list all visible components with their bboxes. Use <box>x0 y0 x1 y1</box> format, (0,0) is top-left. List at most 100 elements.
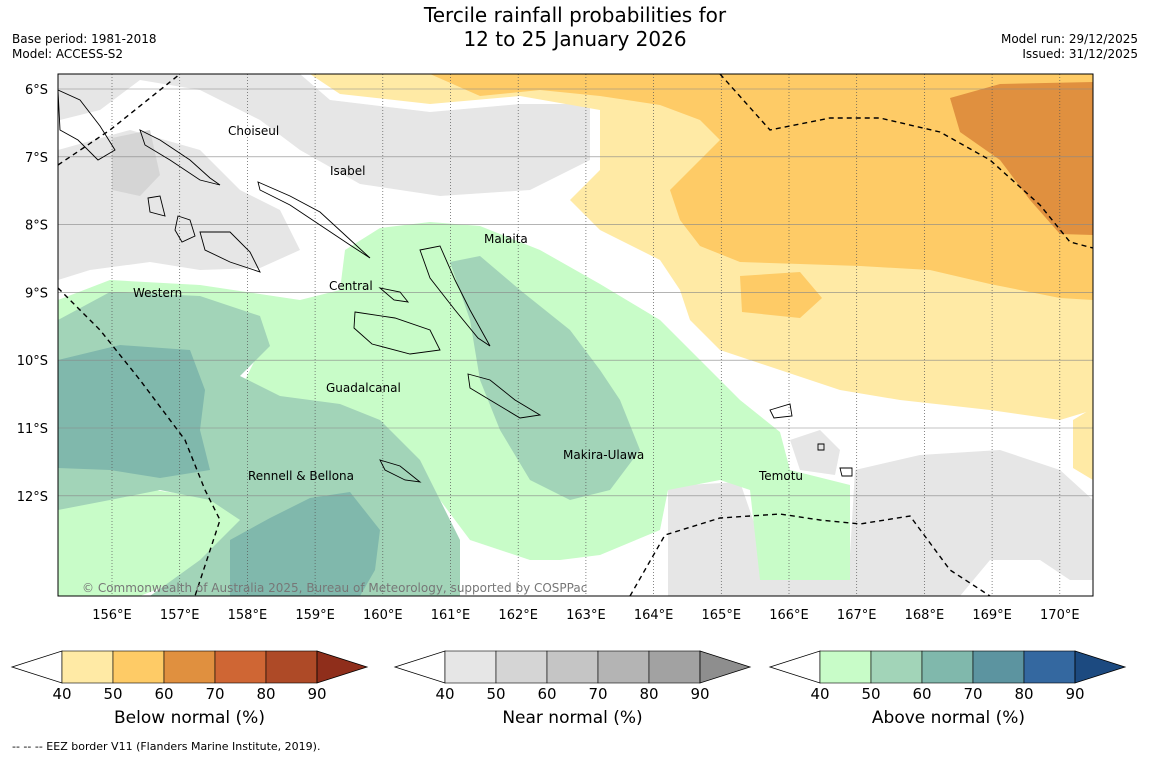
colorbar-low-extension <box>10 650 63 684</box>
below-normal-region-east-edge <box>1073 408 1093 480</box>
choiseul-island <box>139 129 221 186</box>
colorbars: 40 50 60 70 80 90 40 50 60 70 80 90 40 50 60 70 80 90 <box>10 650 1127 703</box>
longitude-tick-label: 168°E <box>905 608 945 623</box>
near-normal-region-northwest <box>58 74 590 196</box>
eez-border-west <box>58 287 221 596</box>
colorbar-high-extension <box>316 650 369 684</box>
near-normal-region-temotu <box>790 430 840 475</box>
below-normal-region-50 <box>430 74 1093 300</box>
colorbar-segment <box>61 650 114 684</box>
run-info: Model run: 29/12/2025 Issued: 31/12/2025 <box>1001 32 1138 62</box>
label-makira-ulawa: Makira-Ulawa <box>563 448 644 462</box>
longitude-tick-label: 160°E <box>363 608 403 623</box>
colorbar-segment <box>214 650 267 684</box>
probability-shading <box>58 74 1093 596</box>
longitude-tick-label: 157°E <box>160 608 200 623</box>
colorbar-segment <box>1023 650 1076 684</box>
title-line-1: Tercile rainfall probabilities for <box>423 3 727 27</box>
longitude-tick-label: 158°E <box>228 608 268 623</box>
santa-cruz-islands <box>769 403 853 477</box>
eez-border-northeast <box>719 74 1093 249</box>
map-title: Tercile rainfall probabilities for 12 to… <box>0 3 1150 51</box>
eez-borders <box>58 74 1093 596</box>
colorbar-near: 40 50 60 70 80 90 <box>393 650 752 703</box>
eez-border-north <box>58 74 181 166</box>
colorbar-tick-label: 50 <box>486 685 505 703</box>
colorbar-above: 40 50 60 70 80 90 <box>768 650 1127 703</box>
colorbar-segment <box>972 650 1025 684</box>
colorbar-tick-label: 50 <box>103 685 122 703</box>
above-normal-region-50-east <box>450 256 640 500</box>
colorbar-tick-label: 50 <box>861 685 880 703</box>
colorbar-segment <box>112 650 165 684</box>
colorbar-segment <box>444 650 497 684</box>
colorbar-tick-label: 40 <box>52 685 71 703</box>
latitude-tick-label: 12°S <box>17 490 48 505</box>
colorbar-segment <box>648 650 701 684</box>
longitude-labels: 156°E 157°E 158°E 159°E 160°E 161°E 162°E 163°E… <box>92 608 1079 623</box>
colorbar-tick-label: 90 <box>307 685 326 703</box>
longitude-tick-label: 161°E <box>431 608 471 623</box>
label-choiseul: Choiseul <box>228 124 279 138</box>
colorbar-low-extension <box>393 650 446 684</box>
longitude-tick-label: 164°E <box>634 608 674 623</box>
colorbar-segment <box>870 650 923 684</box>
issued-date: Issued: 31/12/2025 <box>1022 47 1138 61</box>
latitude-tick-label: 6°S <box>25 83 48 98</box>
colorbar-segment <box>495 650 548 684</box>
colorbar-tick-label: 80 <box>256 685 275 703</box>
latitude-labels: 6°S 7°S 8°S 9°S 10°S 11°S 12°S <box>17 83 48 505</box>
colorbar-tick-label: 70 <box>963 685 982 703</box>
longitude-tick-label: 162°E <box>498 608 538 623</box>
longitude-tick-label: 156°E <box>92 608 132 623</box>
colorbar-below: 40 50 60 70 80 90 <box>10 650 369 703</box>
map-frame <box>57 73 1094 597</box>
below-normal-region-60 <box>950 82 1093 235</box>
colorbar-segment <box>819 650 872 684</box>
colorbar-high-extension <box>699 650 752 684</box>
longitude-tick-label: 166°E <box>769 608 809 623</box>
model-info: Base period: 1981-2018 Model: ACCESS-S2 <box>12 32 157 62</box>
longitude-tick-label: 167°E <box>837 608 877 623</box>
latitude-tick-label: 11°S <box>17 422 48 437</box>
colorbar-tick-label: 40 <box>810 685 829 703</box>
label-isabel: Isabel <box>330 164 365 178</box>
label-temotu: Temotu <box>758 469 803 483</box>
model-run-date: Model run: 29/12/2025 <box>1000 32 1138 46</box>
malaita-island <box>419 245 491 347</box>
colorbar-segment <box>597 650 650 684</box>
colorbar-tick-label: 60 <box>154 685 173 703</box>
colorbar-high-extension <box>1074 650 1127 684</box>
label-central: Central <box>329 279 373 293</box>
isabel-island <box>257 181 371 259</box>
latitude-tick-label: 7°S <box>25 151 48 166</box>
colorbar-segment <box>265 650 318 684</box>
colorbar-segment <box>163 650 216 684</box>
colorbar-low-extension <box>768 650 821 684</box>
above-normal-region-60-south <box>230 492 380 596</box>
colorbar-tick-label: 70 <box>205 685 224 703</box>
makira-island <box>467 373 542 419</box>
colorbar-tick-label: 80 <box>1014 685 1033 703</box>
florida-islands <box>378 287 410 303</box>
label-malaita: Malaita <box>484 232 528 246</box>
title-line-2: 12 to 25 January 2026 <box>463 27 687 51</box>
colorbar-tick-label: 90 <box>1065 685 1084 703</box>
island-outlines <box>58 89 853 483</box>
colorbar-label-near: Near normal (%) <box>502 708 643 728</box>
longitude-tick-label: 163°E <box>566 608 606 623</box>
colorbar-label-above: Above normal (%) <box>871 708 1026 728</box>
eez-border-southeast <box>629 513 991 596</box>
colorbar-tick-label: 70 <box>588 685 607 703</box>
longitude-tick-label: 165°E <box>702 608 742 623</box>
colorbar-label-below: Below normal (%) <box>114 708 265 728</box>
colorbar-segment <box>921 650 974 684</box>
latitude-tick-label: 10°S <box>17 354 48 369</box>
latitude-tick-label: 9°S <box>25 286 48 301</box>
label-guadalcanal: Guadalcanal <box>326 381 401 395</box>
new-georgia-group <box>147 195 261 273</box>
province-labels: Choiseul Isabel Malaita Western Central … <box>133 124 803 483</box>
longitude-tick-label: 169°E <box>972 608 1012 623</box>
below-normal-region-50-south <box>740 272 822 318</box>
